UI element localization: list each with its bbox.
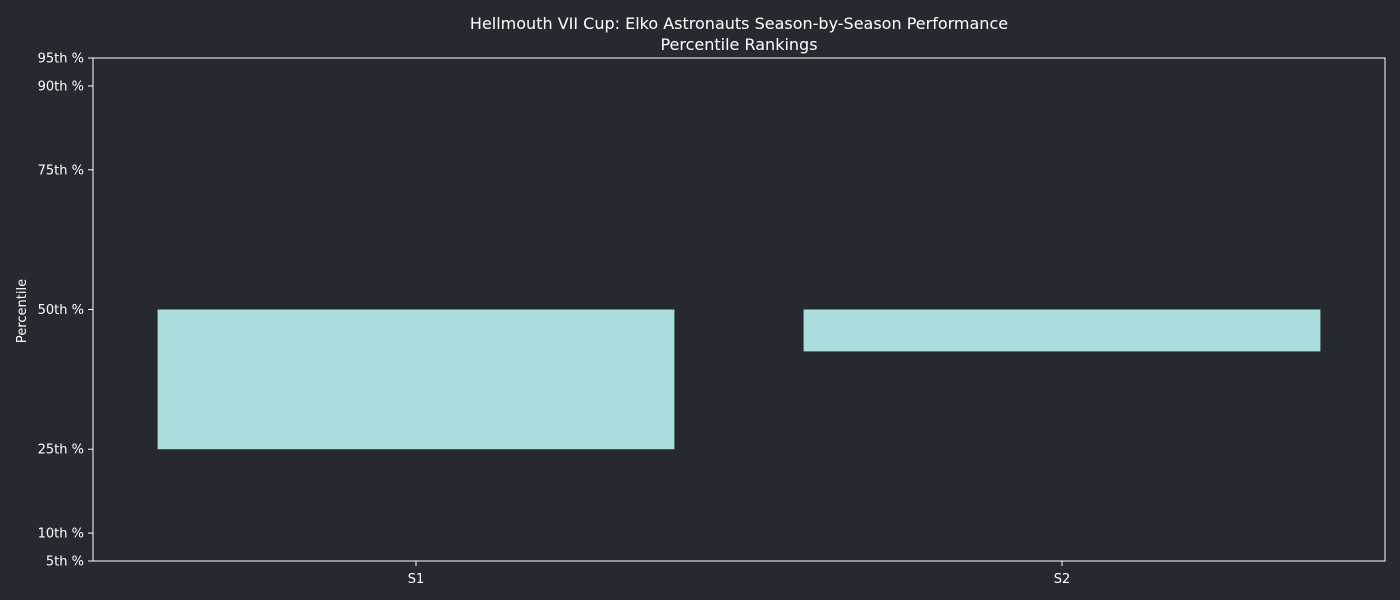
y-tick-label: 75th % [38, 163, 84, 178]
x-tick-label: S1 [408, 572, 425, 587]
y-tick-label: 10th % [38, 527, 84, 542]
bar-s2 [803, 309, 1321, 352]
y-tick-label: 90th % [38, 79, 84, 94]
y-axis-label: Percentile [15, 279, 30, 343]
x-axis-ticks: S1 S2 [408, 561, 1071, 587]
y-tick-label: 50th % [38, 303, 84, 318]
bars-layer [157, 309, 1321, 450]
chart-subtitle: Percentile Rankings [660, 35, 817, 54]
y-tick-label: 5th % [46, 555, 84, 570]
y-axis-ticks: 5th % 10th % 25th % 50th % 75th % 90th % 95th … [38, 52, 93, 570]
chart-title: Hellmouth VII Cup: Elko Astronauts Seaso… [470, 14, 1008, 33]
bar-s1 [157, 309, 675, 450]
x-tick-label: S2 [1054, 572, 1071, 587]
y-tick-label: 25th % [38, 443, 84, 458]
y-tick-label: 95th % [38, 52, 84, 67]
